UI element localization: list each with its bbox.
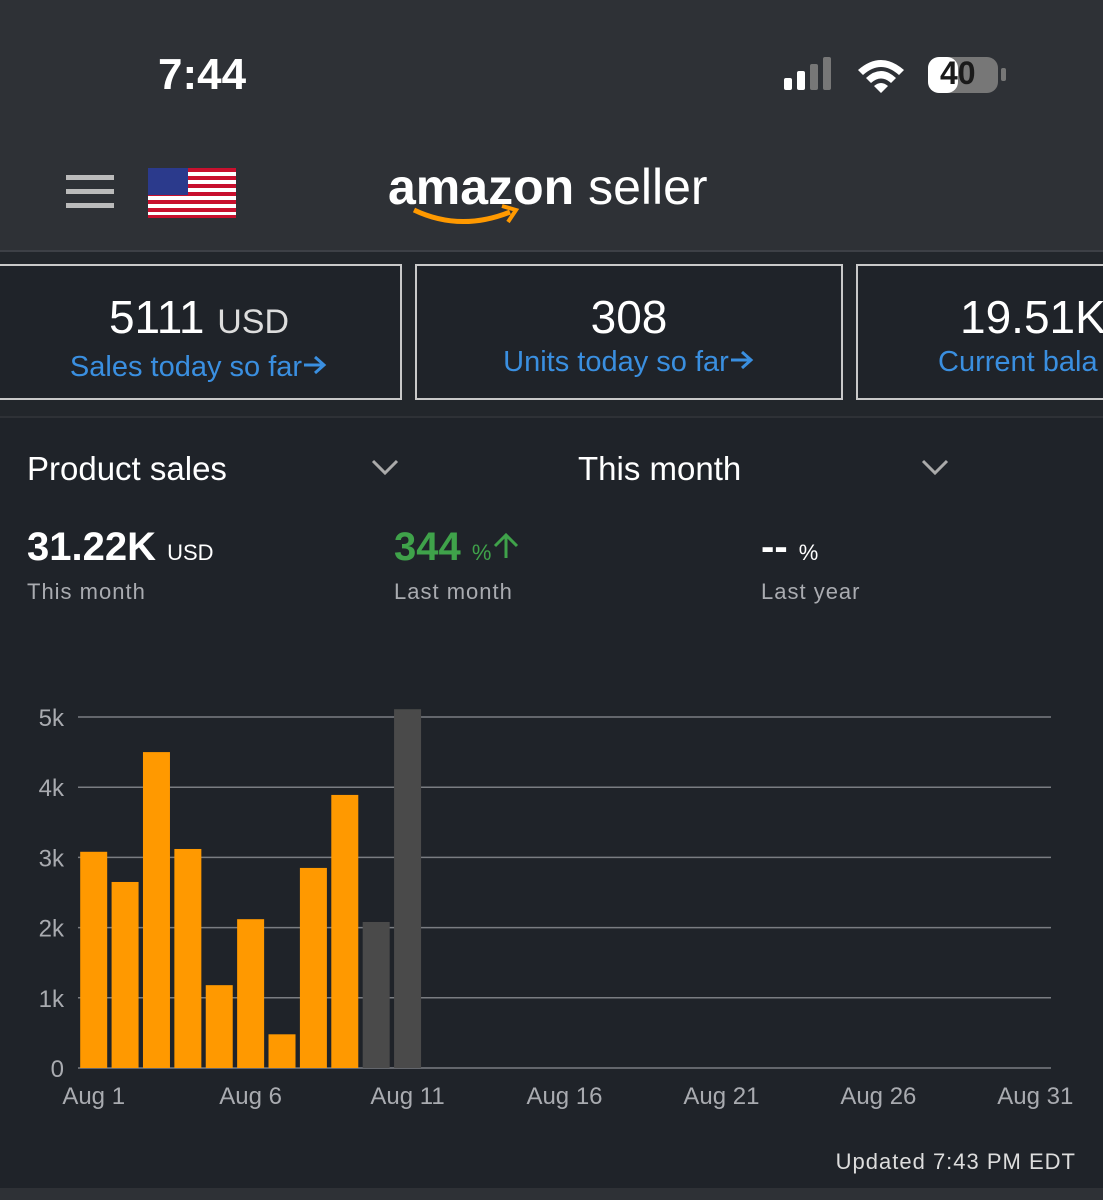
- summary: -- % Last year: [761, 525, 861, 605]
- bar: [80, 851, 108, 1068]
- chevrons: [371, 459, 949, 476]
- bar: [299, 867, 327, 1068]
- summary-value: 344: [394, 525, 461, 569]
- arrow: [304, 355, 327, 375]
- summary-value: --: [761, 525, 788, 569]
- x-tick-label: Aug 31: [997, 1083, 1073, 1110]
- card[interactable]: 308 Units today so far: [415, 264, 843, 400]
- updated-note: Updated 7:43 PM EDT: [835, 1149, 1076, 1174]
- bar: [362, 921, 390, 1068]
- bar: [111, 881, 139, 1068]
- summary-label: Last month: [394, 579, 513, 604]
- x-tick-label: Aug 1: [62, 1083, 125, 1110]
- bar: [331, 794, 359, 1068]
- card[interactable]: 19.51K Current bala: [856, 264, 1103, 400]
- logo: amazon seller: [388, 158, 708, 216]
- x-tick-label: Aug 26: [840, 1083, 916, 1110]
- card-value: 5111: [108, 291, 205, 343]
- y-tick-label: 5k: [39, 705, 65, 732]
- y-tick-label: 2k: [39, 916, 65, 943]
- summary-label: Last year: [761, 579, 861, 604]
- bar: [205, 985, 233, 1068]
- metric-selector[interactable]: Product sales: [27, 450, 227, 487]
- summary-label: This month: [27, 579, 146, 604]
- arrow: [730, 350, 754, 370]
- logo-suffix: seller: [588, 159, 708, 215]
- x-tick-label: Aug 6: [219, 1083, 282, 1110]
- y-tick-label: 4k: [39, 775, 65, 802]
- up-arrow: [494, 532, 519, 558]
- period-selector[interactable]: This month: [578, 450, 742, 487]
- battery-level: 40: [940, 55, 976, 91]
- x-tick-label: Aug 16: [526, 1083, 602, 1110]
- us-flag: [148, 168, 236, 218]
- logo-smile: [412, 204, 520, 225]
- chart: 0 1k 2k 3k 4k 5k Aug 1 Aug 6 Aug 11 Aug 16 Aug 21 A…: [39, 705, 1074, 1110]
- bar: [268, 1034, 296, 1068]
- card-value: 308: [590, 291, 668, 343]
- card-value: 19.51K: [960, 291, 1103, 343]
- x-tick-label: Aug 21: [683, 1083, 759, 1110]
- card-frame: [856, 264, 1103, 400]
- summary-unit: USD: [167, 540, 214, 565]
- header-icons[interactable]: [60, 165, 250, 225]
- x-tick-label: Aug 11: [370, 1083, 444, 1110]
- card-label: Current bala: [938, 346, 1098, 378]
- y-tick-label: 0: [51, 1056, 64, 1083]
- y-tick-label: 3k: [39, 845, 65, 872]
- card-label: Units today so far: [503, 346, 729, 378]
- bar: [237, 919, 265, 1068]
- summary: 344 % Last month: [394, 525, 521, 605]
- logo-brand: amazon: [388, 159, 575, 215]
- summary-unit: %: [471, 540, 492, 565]
- card[interactable]: 5111 USD Sales today so far: [0, 264, 402, 400]
- card-label: Sales today so far: [69, 351, 303, 383]
- card-unit: USD: [217, 303, 290, 341]
- bottom-strip: [0, 1188, 1103, 1200]
- status-icons: [784, 57, 1006, 93]
- bar: [174, 848, 202, 1068]
- summary-value: 31.22K: [27, 525, 156, 569]
- summary: 31.22K USD This month: [27, 525, 214, 605]
- clock: 7:44: [158, 50, 247, 99]
- bar: [142, 752, 170, 1068]
- bar: [394, 709, 422, 1068]
- y-tick-label: 1k: [39, 986, 65, 1013]
- summary-unit: %: [798, 540, 819, 565]
